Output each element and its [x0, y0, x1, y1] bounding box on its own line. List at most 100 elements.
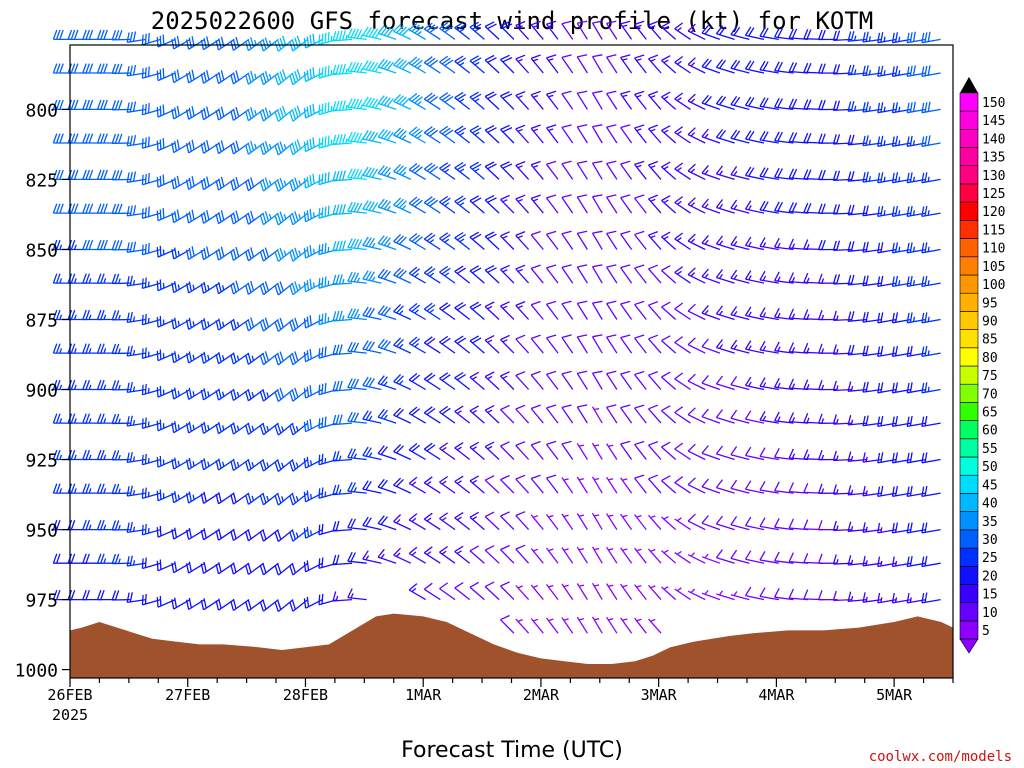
wind-barb: [230, 318, 250, 331]
barb-feather: [218, 282, 222, 293]
barb-feather: [236, 321, 240, 327]
barb-staff: [634, 24, 647, 40]
wind-barb: [377, 338, 397, 354]
barb-staff: [701, 346, 721, 354]
barb-feather: [85, 589, 91, 600]
barb-feather: [188, 527, 192, 538]
barb-feather: [636, 584, 642, 588]
barb-feather: [52, 449, 58, 460]
barb-feather: [126, 205, 130, 217]
barb-feather: [423, 266, 433, 274]
barb-feather: [268, 143, 272, 150]
barb-staff: [439, 271, 456, 284]
barb-feather: [817, 449, 823, 460]
barb-feather: [472, 303, 482, 310]
barb-staff: [634, 304, 647, 320]
barb-feather: [244, 564, 250, 575]
barb-feather: [215, 143, 220, 154]
barb-feather: [924, 382, 928, 393]
barb-feather: [350, 132, 356, 142]
barb-feather: [266, 462, 270, 468]
barb-feather: [362, 270, 369, 280]
barb-feather: [921, 556, 925, 567]
barb-feather: [274, 251, 279, 262]
barb-feather: [393, 23, 402, 32]
barb-feather: [306, 246, 310, 257]
barb-feather: [380, 199, 388, 209]
barb-feather: [912, 65, 916, 76]
barb-feather: [877, 276, 881, 287]
barb-feather: [806, 244, 810, 250]
barb-feather: [439, 232, 449, 240]
barb-feather: [177, 494, 180, 500]
barb-feather: [733, 344, 738, 350]
barb-feather: [114, 553, 120, 564]
barb-feather: [606, 160, 617, 165]
barb-feather: [59, 314, 63, 320]
barb-staff: [233, 142, 250, 155]
wind-barb: [347, 551, 367, 564]
wind-barb: [362, 550, 382, 564]
barb-feather: [777, 28, 783, 38]
x-tick-label: 3MAR: [641, 686, 678, 704]
barb-feather: [338, 380, 343, 391]
barb-feather: [88, 418, 92, 424]
barb-feather: [620, 124, 631, 129]
barb-feather: [162, 208, 165, 219]
barb-feather: [690, 98, 696, 103]
wind-barb: [111, 29, 132, 41]
legend-label: 145: [982, 114, 1005, 129]
barb-feather: [327, 135, 330, 146]
wind-barb: [891, 135, 912, 147]
barb-feather: [835, 525, 839, 531]
barb-feather: [546, 300, 557, 305]
barb-feather: [159, 595, 162, 606]
barb-feather: [174, 177, 178, 188]
barb-feather: [774, 378, 780, 388]
wind-barb: [500, 161, 515, 180]
barb-feather: [472, 93, 482, 100]
barb-feather: [371, 168, 379, 178]
barb-feather: [268, 110, 272, 116]
barb-feather: [274, 145, 279, 156]
barb-feather: [276, 599, 282, 610]
barb-feather: [353, 412, 360, 423]
barb-feather: [674, 22, 684, 30]
barb-feather: [266, 392, 270, 398]
barb-feather: [715, 165, 724, 175]
wind-barb: [469, 371, 485, 390]
wind-barb: [332, 63, 353, 76]
barb-staff: [561, 373, 574, 390]
barb-feather: [126, 135, 130, 147]
wind-barb: [454, 512, 471, 531]
wind-barb: [423, 196, 441, 214]
barb-feather: [454, 231, 464, 239]
wind-barb: [817, 63, 838, 74]
legend-label: 105: [982, 260, 1005, 275]
barb-staff: [248, 562, 265, 576]
barb-feather: [111, 483, 117, 494]
wind-barb: [576, 443, 588, 460]
barb-feather: [620, 160, 631, 165]
barb-feather: [500, 614, 510, 621]
barb-feather: [82, 63, 87, 74]
barb-feather: [129, 205, 133, 216]
wind-barb: [687, 477, 706, 494]
barb-feather: [423, 476, 433, 484]
barb-feather: [530, 264, 541, 270]
barb-staff: [606, 93, 618, 110]
barb-feather: [55, 449, 61, 460]
barb-feather: [259, 214, 265, 225]
barb-feather: [235, 106, 240, 117]
barb-staff: [674, 411, 691, 424]
barb-feather: [821, 278, 825, 284]
barb-feather: [111, 310, 117, 321]
barb-feather: [924, 452, 928, 463]
wind-barb: [634, 370, 647, 390]
wind-barb: [715, 515, 735, 531]
barb-feather: [444, 272, 450, 277]
barb-feather: [408, 476, 418, 485]
barb-feather: [548, 618, 554, 622]
barb-feather: [500, 511, 510, 517]
wind-barb: [687, 588, 706, 601]
